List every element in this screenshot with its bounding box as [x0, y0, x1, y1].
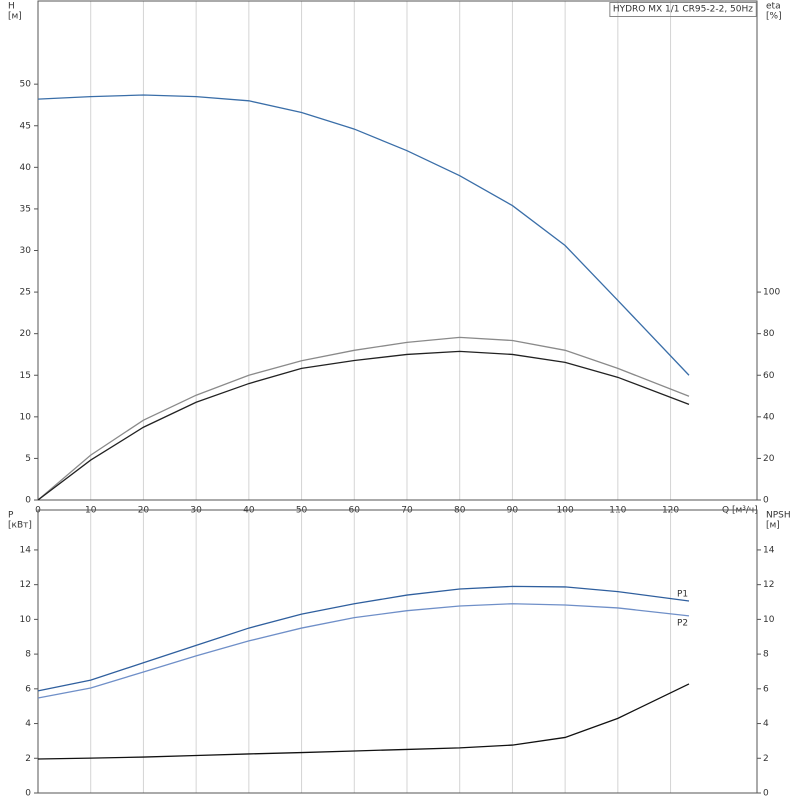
y-tick-label: 30: [20, 246, 32, 256]
y2-tick-label: 14: [763, 545, 775, 555]
y-tick-label: 5: [25, 454, 31, 464]
y-axis-label: H: [8, 2, 15, 12]
y-tick-label: 8: [25, 650, 31, 660]
chart-title: HYDRO MX 1/1 CR95-2-2, 50Hz: [613, 5, 753, 15]
y2-axis-unit: [%]: [766, 12, 782, 22]
y-tick-label: 6: [25, 684, 31, 694]
y2-tick-label: 20: [763, 454, 775, 464]
y-tick-label: 10: [20, 615, 32, 625]
y-tick-label: 25: [20, 288, 31, 298]
y-tick-label: 4: [25, 719, 31, 729]
y-tick-label: 15: [20, 371, 31, 381]
curve: [37, 336, 690, 501]
y2-tick-label: 10: [763, 615, 775, 625]
y-tick-label: 12: [20, 580, 31, 590]
curve-label: P2: [677, 618, 688, 628]
y-tick-label: 2: [25, 754, 31, 764]
y2-tick-label: 4: [763, 719, 769, 729]
title-box: [609, 2, 757, 17]
y-axis-label: P: [8, 511, 14, 521]
curve: [37, 683, 690, 760]
y2-tick-label: 0: [763, 496, 769, 506]
y2-tick-label: 0: [763, 789, 769, 799]
y2-axis-label: NPSH: [766, 511, 791, 521]
y-tick-label: 40: [20, 163, 32, 173]
y-tick-label: 35: [20, 204, 31, 214]
curve: [37, 94, 690, 376]
y2-axis-unit: [м]: [766, 521, 780, 531]
y2-tick-label: 40: [763, 412, 775, 422]
y-tick-label: 20: [20, 329, 32, 339]
curve-label: P1: [677, 589, 688, 599]
y2-tick-label: 6: [763, 684, 769, 694]
y-tick-label: 45: [20, 121, 31, 131]
y-tick-label: 14: [20, 545, 32, 555]
y-tick-label: 10: [20, 412, 32, 422]
y-axis-unit: [кВт]: [8, 521, 32, 531]
plot-frame: [37, 509, 758, 794]
y2-tick-label: 60: [763, 371, 775, 381]
y-tick-label: 0: [25, 496, 31, 506]
y-axis-unit: [м]: [8, 12, 22, 22]
y2-tick-label: 8: [763, 650, 769, 660]
curve: [37, 350, 690, 501]
y2-tick-label: 100: [763, 288, 780, 298]
y2-tick-label: 2: [763, 754, 769, 764]
y2-tick-label: 12: [763, 580, 774, 590]
y-tick-label: 50: [20, 80, 32, 90]
y2-axis-label: eta: [766, 2, 781, 12]
curve: [37, 585, 690, 692]
plot-frame: [37, 0, 758, 501]
curve: [37, 603, 690, 699]
y-tick-label: 0: [25, 789, 31, 799]
y2-tick-label: 80: [763, 329, 775, 339]
